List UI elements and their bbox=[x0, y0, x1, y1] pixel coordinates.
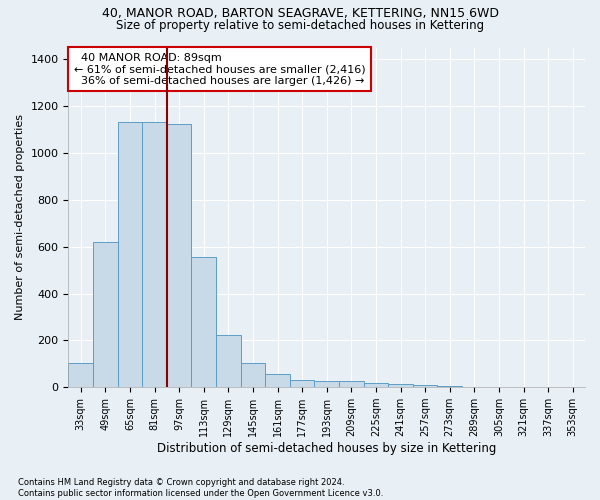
Text: 40, MANOR ROAD, BARTON SEAGRAVE, KETTERING, NN15 6WD: 40, MANOR ROAD, BARTON SEAGRAVE, KETTERI… bbox=[101, 8, 499, 20]
Bar bbox=[241, 362, 265, 387]
Text: 40 MANOR ROAD: 89sqm
← 61% of semi-detached houses are smaller (2,416)
  36% of : 40 MANOR ROAD: 89sqm ← 61% of semi-detac… bbox=[74, 52, 365, 86]
X-axis label: Distribution of semi-detached houses by size in Kettering: Distribution of semi-detached houses by … bbox=[157, 442, 496, 455]
Bar bbox=[339, 380, 364, 387]
Bar bbox=[364, 382, 388, 387]
Bar bbox=[118, 122, 142, 387]
Text: Contains HM Land Registry data © Crown copyright and database right 2024.
Contai: Contains HM Land Registry data © Crown c… bbox=[18, 478, 383, 498]
Bar bbox=[314, 382, 339, 387]
Bar bbox=[93, 242, 118, 387]
Bar bbox=[265, 374, 290, 387]
Bar bbox=[142, 122, 167, 387]
Y-axis label: Number of semi-detached properties: Number of semi-detached properties bbox=[15, 114, 25, 320]
Text: Size of property relative to semi-detached houses in Kettering: Size of property relative to semi-detach… bbox=[116, 19, 484, 32]
Bar bbox=[167, 124, 191, 387]
Bar bbox=[68, 362, 93, 387]
Bar bbox=[388, 384, 413, 387]
Bar bbox=[216, 334, 241, 387]
Bar bbox=[290, 380, 314, 387]
Bar bbox=[462, 386, 487, 387]
Bar bbox=[413, 386, 437, 387]
Bar bbox=[437, 386, 462, 387]
Bar bbox=[191, 257, 216, 387]
